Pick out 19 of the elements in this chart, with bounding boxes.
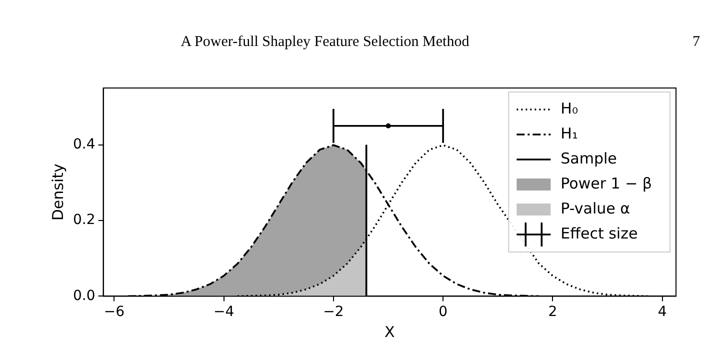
text: 7: [692, 34, 700, 51]
y-tick-label: 0.0: [73, 288, 96, 304]
y-tick-label: 0.4: [73, 136, 96, 152]
x-tick-label: −4: [214, 304, 234, 320]
x-tick-label: −2: [323, 304, 344, 320]
legend-label: Power 1 − β: [560, 174, 652, 192]
legend-label: H₀: [560, 99, 578, 118]
x-tick-label: 2: [548, 304, 558, 320]
x-tick-label: 4: [658, 304, 667, 320]
x-tick-label: 0: [438, 304, 448, 320]
legend-label: P-value α: [560, 199, 630, 218]
text: A Power-full Shapley Feature Selection Method: [180, 34, 470, 51]
x-tick-label: −6: [104, 304, 125, 320]
legend-label: Effect size: [560, 224, 638, 242]
y-axis-title: Density: [48, 163, 67, 221]
legend-label: Sample: [560, 149, 617, 168]
x-axis-title: X: [384, 322, 395, 341]
y-tick-label: 0.2: [73, 212, 96, 228]
legend-label: H₁: [560, 124, 578, 142]
